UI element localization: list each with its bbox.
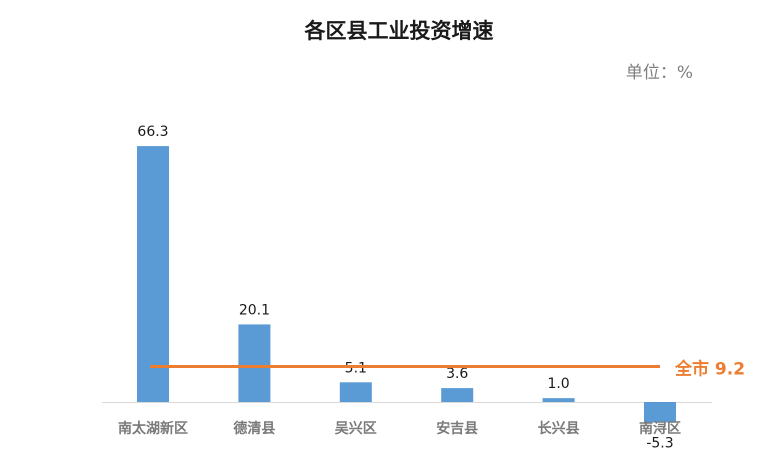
bar-4	[441, 388, 474, 402]
category-label-6: 南浔区	[639, 420, 681, 437]
category-label-5: 长兴县	[538, 420, 580, 437]
unit-label: 单位：%	[626, 63, 693, 83]
value-label-2: 20.1	[239, 302, 270, 318]
bar-5	[542, 398, 575, 402]
value-label-4: 3.6	[446, 366, 468, 382]
chart-title: 各区县工业投资增速	[304, 19, 494, 43]
value-label-1: 66.3	[137, 124, 168, 140]
category-label-4: 安吉县	[436, 420, 478, 437]
bars-group	[137, 146, 676, 423]
category-label-1: 南太湖新区	[118, 420, 188, 437]
value-label-5: 1.0	[547, 376, 569, 392]
value-label-6: -5.3	[646, 435, 673, 451]
bar-3	[339, 382, 372, 402]
category-label-2: 德清县	[233, 420, 275, 437]
bar-6	[644, 402, 676, 423]
category-label-3: 吴兴区	[335, 420, 377, 437]
value-label-3: 5.1	[345, 360, 367, 376]
bar-2	[238, 324, 271, 402]
value-labels-group: 66.3 20.1 5.1 3.6 1.0 -5.3	[137, 124, 673, 451]
bar-1	[137, 146, 169, 402]
city-average-label: 全市 9.2	[674, 358, 745, 379]
category-labels-group: 南太湖新区 德清县 吴兴区 安吉县 长兴县 南浔区	[118, 420, 681, 437]
